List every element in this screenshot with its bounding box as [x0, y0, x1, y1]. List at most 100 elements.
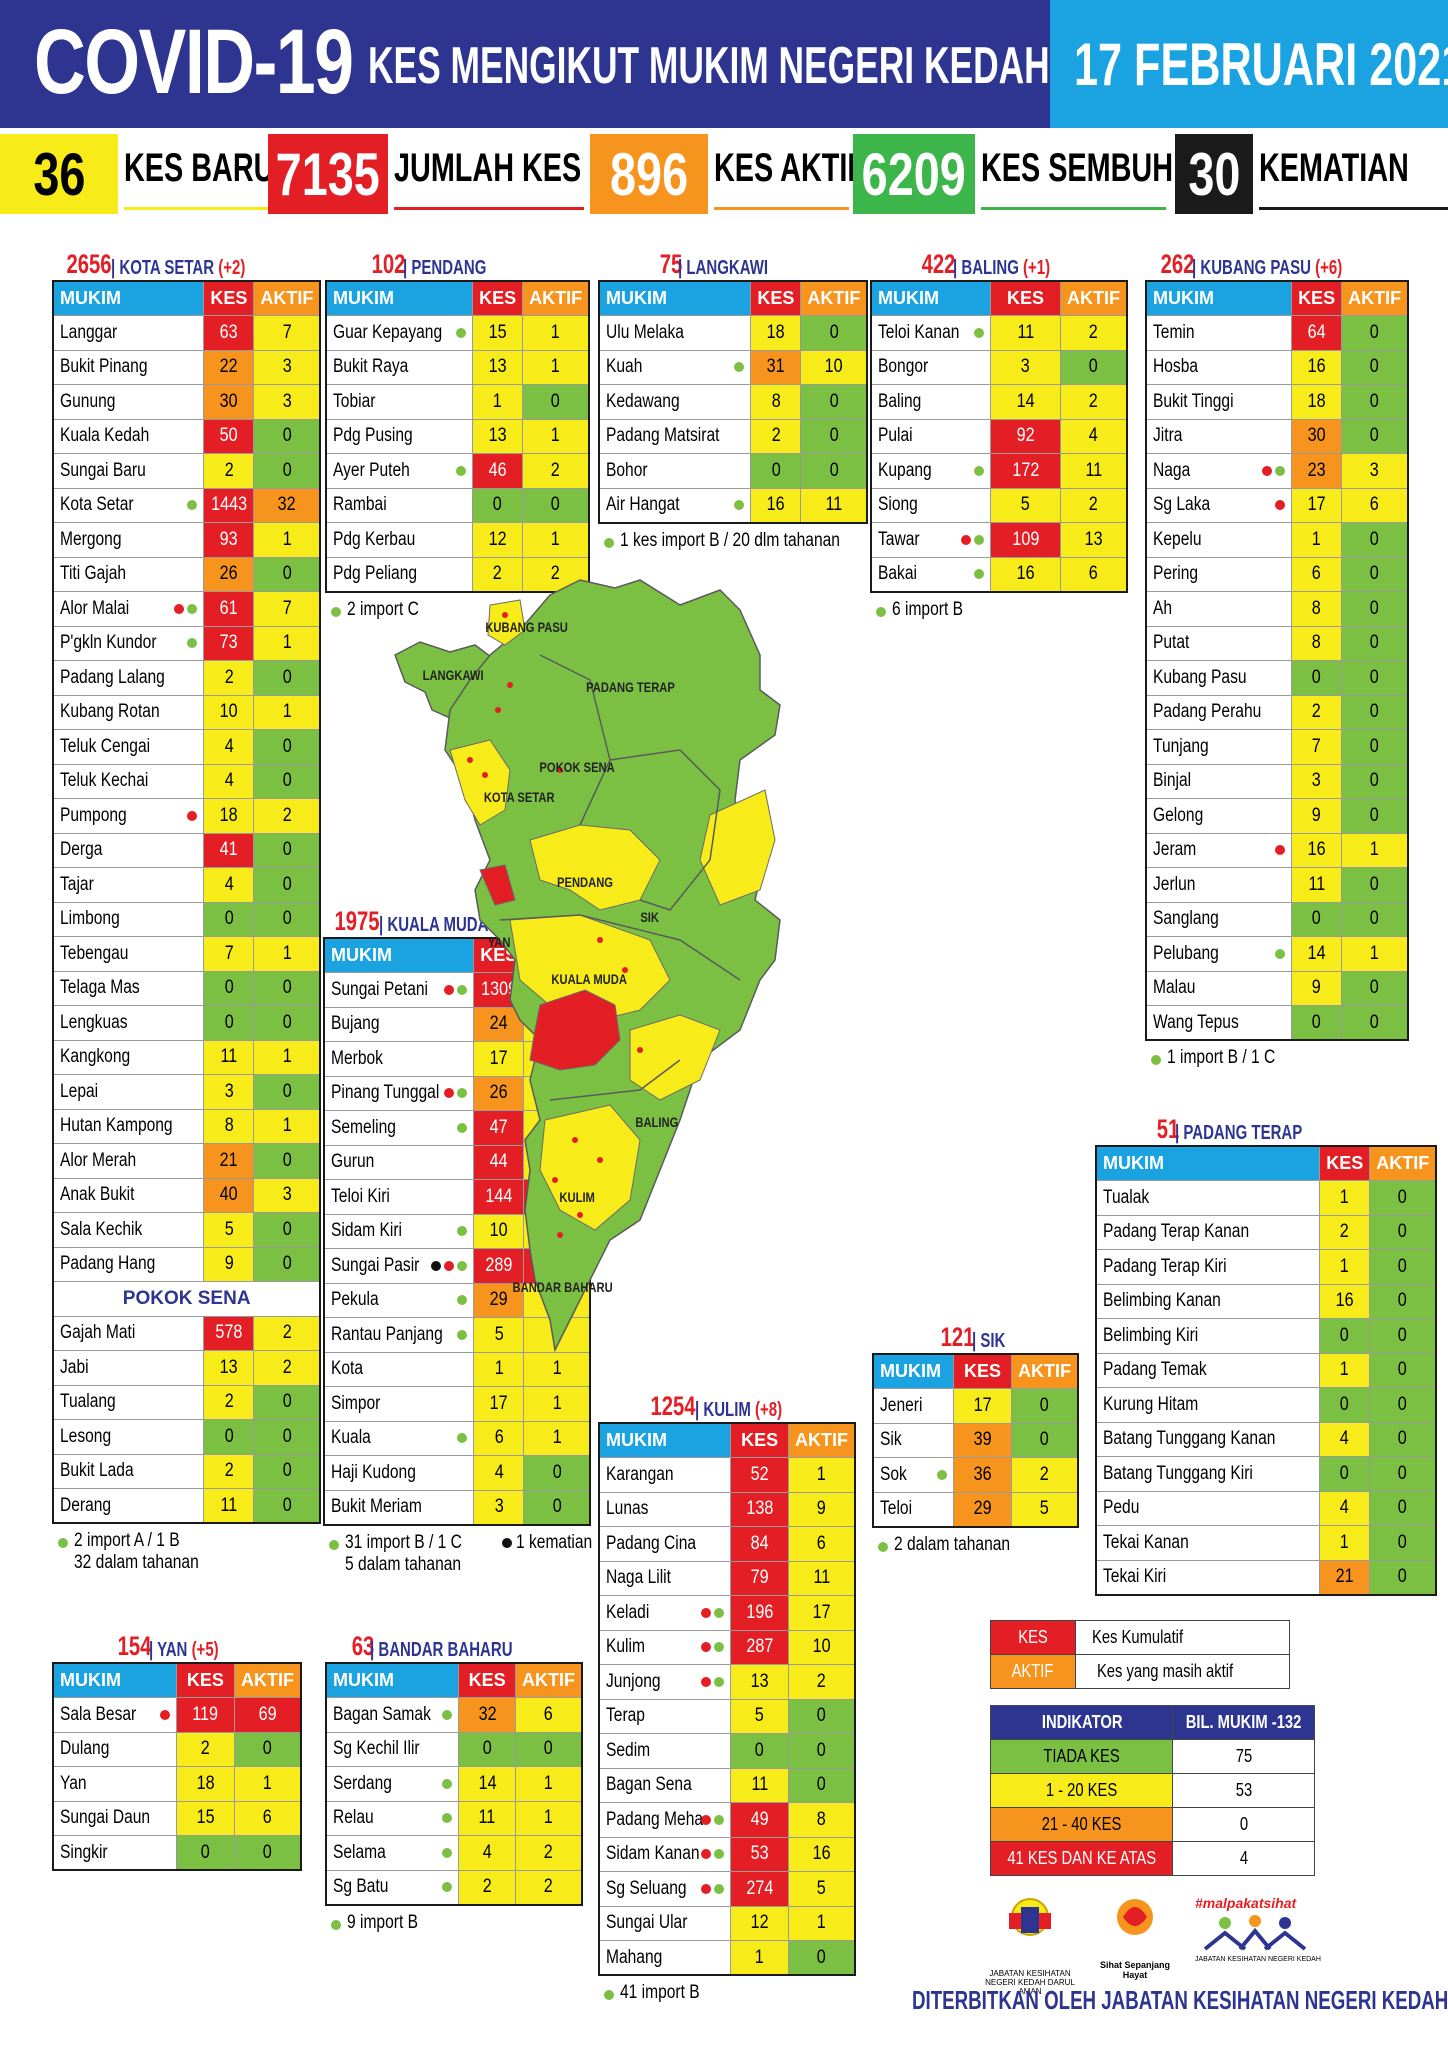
mukim-label: Pdg Pusing [333, 425, 413, 447]
district-change: (+5) [191, 1639, 219, 1661]
kes-text: 3 [1312, 770, 1322, 792]
footer-publisher: DITERBITKAN OLEH JABATAN KESIHATAN NEGER… [912, 1985, 1448, 2015]
table-row: Kubang Rotan 10 1 [52, 695, 321, 730]
kes-text: 2 [1312, 701, 1322, 723]
mukim-name: Naga [1145, 453, 1292, 489]
table-row: Kulim 287 10 [598, 1630, 855, 1665]
aktif-text: 0 [816, 1739, 826, 1761]
mukim-name: Rantau Panjang [323, 1317, 474, 1353]
jkn-logo: JABATAN KESIHATAN NEGERI KEDAH DARUL AMA… [985, 1895, 1075, 1996]
red-dot-icon [1275, 500, 1286, 511]
status-dots [734, 362, 745, 373]
table-row: Derang 11 0 [52, 1488, 321, 1524]
legend-desc: Kes yang masih aktif [1075, 1654, 1290, 1689]
mukim-name: Binjal [1145, 764, 1292, 799]
table-row: Relau 11 1 [325, 1801, 582, 1836]
kes-value: 11 [203, 1040, 254, 1075]
kes-value: 79 [730, 1561, 789, 1596]
kes-value: 2 [458, 1870, 516, 1905]
district-note: 9 import B [325, 1912, 583, 1934]
aktif-value: 1 [515, 1766, 582, 1802]
title-separator: | [1192, 257, 1201, 279]
mukim-name: Sedim [598, 1733, 731, 1769]
kes-text: 2 [224, 1460, 234, 1482]
kes-text: 172 [1012, 459, 1039, 481]
mukim-name: Temin [1145, 315, 1292, 351]
kes-value: 0 [730, 1733, 789, 1769]
mukim-name: P'gkln Kundor [52, 626, 204, 661]
col-mukim: MUKIM [598, 1423, 731, 1458]
aktif-text: 0 [282, 908, 292, 930]
kes-value: 29 [953, 1492, 1012, 1527]
title-separator: | [971, 1330, 981, 1352]
status-dots [1275, 845, 1286, 856]
aktif-value: 0 [253, 971, 321, 1006]
table-row: Titi Gajah 26 0 [52, 557, 321, 592]
aktif-text: 0 [552, 1461, 562, 1483]
mukim-name: Padang Meha [598, 1802, 731, 1838]
mukim-table: MUKIM KES AKTIF Teloi Kanan 11 2 Bongor 3 0 Balin… [870, 280, 1128, 593]
mukim-name: Sungai Pasir [323, 1248, 474, 1284]
kes-value: 7 [1291, 729, 1342, 765]
mukim-label: Bakai [878, 563, 917, 584]
col-mukim: MUKIM [52, 1663, 177, 1698]
table-row: Tunjang 7 0 [1145, 729, 1409, 765]
aktif-text: 1 [551, 356, 561, 378]
mukim-name: Kuala [323, 1421, 474, 1456]
aktif-text: 2 [543, 1876, 553, 1897]
kes-value: 0 [1291, 902, 1342, 937]
kes-value: 0 [175, 1835, 235, 1871]
death-note-text: 1 kematian [515, 1531, 592, 1553]
kes-value: 7 [203, 936, 254, 972]
mukim-name: Singkir [52, 1835, 177, 1871]
mukim-table: MUKIM KES AKTIF Tualak 1 0 Padang Terap Kanan 2… [1095, 1145, 1438, 1596]
green-dot-icon [457, 1226, 468, 1237]
aktif-text: 0 [282, 666, 292, 688]
table-row: Langgar 63 7 [52, 315, 321, 351]
mukim-label: Sala Kechik [60, 1218, 143, 1240]
map-boundary-3 [499, 914, 741, 981]
table-row: Batang Tunggang Kiri 0 0 [1095, 1456, 1437, 1492]
aktif-text: 0 [1039, 1429, 1049, 1451]
mukim-name: Sungai Baru [52, 453, 204, 489]
aktif-value: 0 [253, 453, 321, 489]
indicator-count: 4 [1172, 1841, 1316, 1876]
table-row: Belimbing Kiri 0 0 [1095, 1318, 1437, 1354]
kes-value: 17 [473, 1386, 524, 1422]
aktif-value: 0 [234, 1835, 301, 1871]
mukim-name: Serdang [325, 1766, 459, 1802]
aktif-value: 0 [1341, 522, 1409, 558]
aktif-value: 0 [800, 453, 868, 489]
aktif-text: 0 [1398, 1566, 1408, 1587]
aktif-value: 1 [522, 350, 590, 385]
indicator-col: INDIKATOR [989, 1705, 1174, 1740]
aktif-value: 0 [1341, 695, 1409, 730]
aktif-text: 1 [552, 1427, 562, 1449]
aktif-value: 0 [788, 1733, 855, 1769]
aktif-text: 5 [1039, 1498, 1049, 1519]
aktif-value: 2 [253, 798, 321, 834]
mukim-label: Sala Besar [60, 1703, 137, 1725]
status-dots [1262, 465, 1286, 476]
mukim-name: Langgar [52, 315, 204, 351]
kes-value: 15 [175, 1801, 235, 1836]
mukim-label: Anak Bukit [60, 1184, 135, 1206]
aktif-value: 0 [1341, 729, 1409, 765]
mukim-name: Simpor [323, 1386, 474, 1422]
mukim-label: Dulang [60, 1738, 110, 1760]
mukim-name: Kedawang [598, 384, 751, 420]
table-row: Lesong 0 0 [52, 1419, 321, 1455]
aktif-value: 5 [788, 1871, 855, 1907]
kes-text: 39 [973, 1429, 992, 1451]
mukim-name: Alor Merah [52, 1143, 204, 1179]
mukim-label: Teloi Kanan [878, 321, 960, 343]
aktif-text: 0 [1398, 1290, 1408, 1312]
table-row: Bakai 16 6 [870, 557, 1127, 592]
kes-text: 13 [750, 1670, 769, 1692]
mukim-label: Tualang [60, 1391, 116, 1413]
aktif-text: 0 [1370, 770, 1380, 792]
table-row: Kurung Hitam 0 0 [1095, 1387, 1437, 1423]
green-dot-icon [714, 1676, 725, 1687]
table-row: Kubang Pasu 0 0 [1145, 660, 1409, 696]
kes-text: 8 [1312, 632, 1322, 654]
